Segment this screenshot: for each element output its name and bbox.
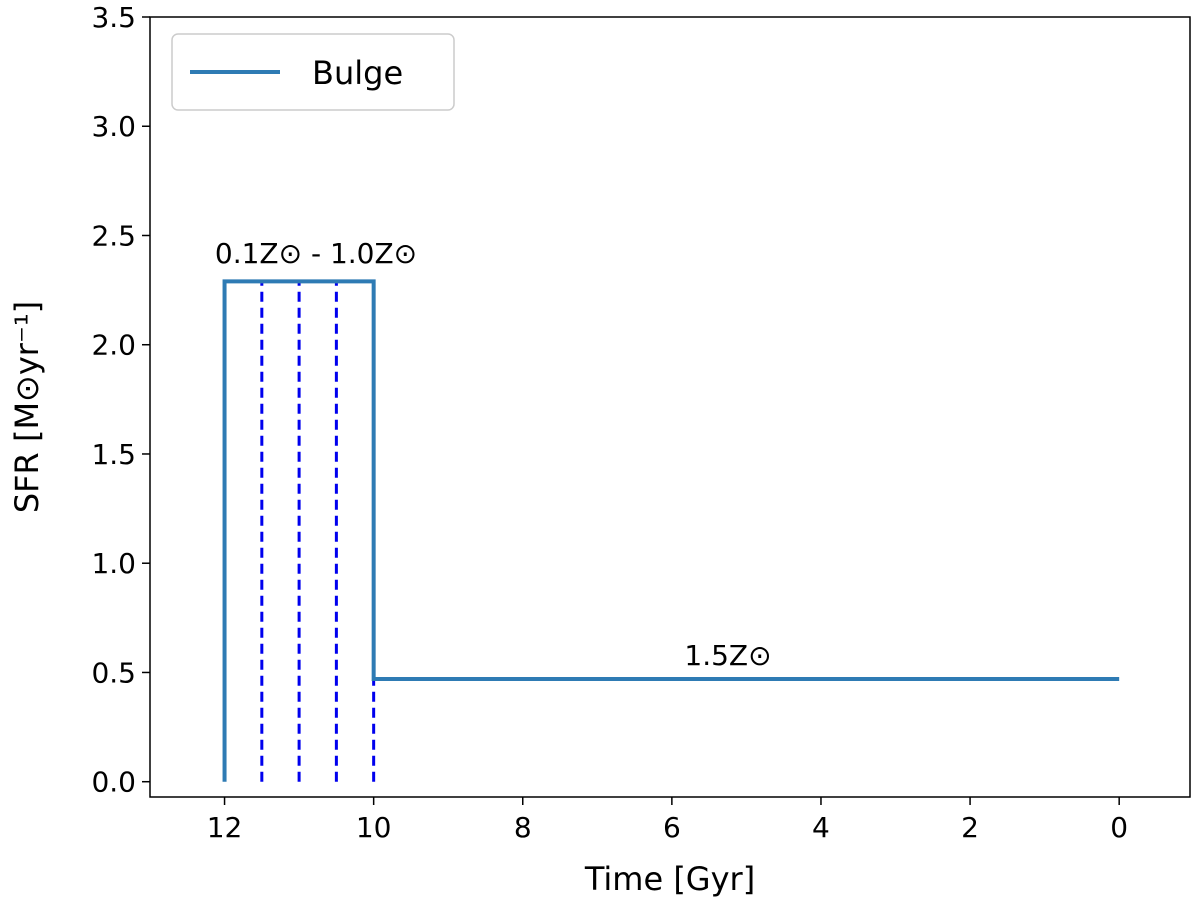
annotation: 1.5Z⊙ (684, 639, 771, 672)
annotation: 0.1Z⊙ - 1.0Z⊙ (215, 237, 417, 270)
y-tick-label: 3.0 (91, 110, 136, 143)
x-tick-label: 8 (514, 811, 532, 844)
x-tick-label: 2 (961, 811, 979, 844)
x-tick-label: 10 (356, 811, 392, 844)
x-tick-label: 0 (1110, 811, 1128, 844)
y-tick-label: 2.0 (91, 329, 136, 362)
plot-frame (149, 16, 1191, 798)
x-axis-label: Time [Gyr] (584, 860, 755, 898)
series-line (222, 279, 1120, 782)
y-tick-label: 1.5 (91, 438, 136, 471)
x-tick-label: 12 (207, 811, 243, 844)
x-tick-label: 6 (663, 811, 681, 844)
y-tick-label: 0.5 (91, 656, 136, 689)
y-tick-label: 3.5 (91, 1, 136, 34)
legend-label: Bulge (312, 54, 403, 92)
y-tick-label: 2.5 (91, 219, 136, 252)
legend-box (171, 33, 455, 111)
y-tick-label: 0.0 (91, 766, 136, 799)
y-axis-label: SFR [M⊙yr⁻¹] (8, 301, 46, 513)
y-tick-label: 1.0 (91, 547, 136, 580)
x-tick-label: 4 (812, 811, 830, 844)
